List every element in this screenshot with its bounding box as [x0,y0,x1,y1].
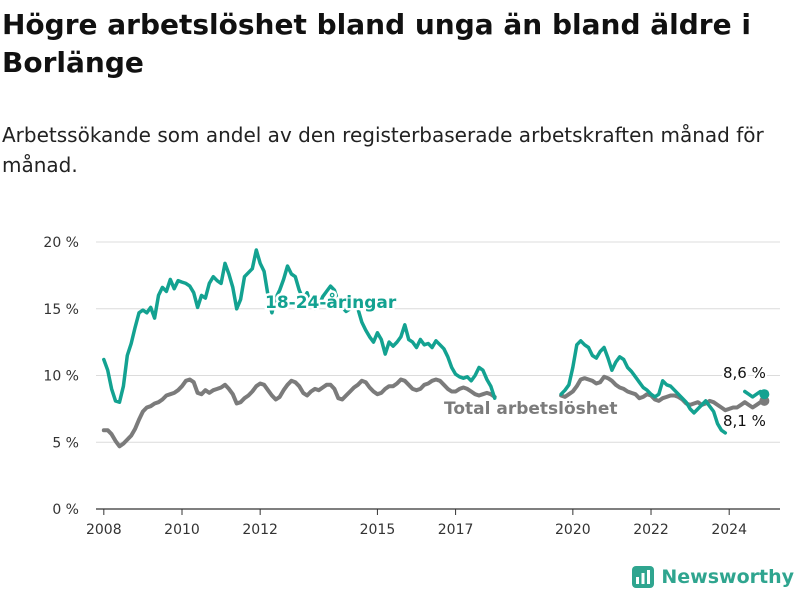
y-tick-label: 20 % [43,235,79,251]
y-tick-label: 15 % [43,302,79,318]
end-value-label: 8,1 % [723,412,766,430]
x-tick-label: 2017 [438,522,474,538]
series-line [559,374,767,413]
brand-name: Newsworthy [661,566,794,588]
x-tick-label: 2024 [711,522,747,538]
x-tick-label: 2010 [164,522,200,538]
series-line [101,377,497,449]
chart-subtitle: Arbetssökande som andel av den registerb… [2,123,764,177]
x-tick-label: 2020 [555,522,591,538]
y-tick-label: 5 % [52,435,79,451]
chart-title: Högre arbetslöshet bland unga än bland ä… [2,8,751,79]
series-label-halo: Total arbetslöshet [444,399,618,419]
series-label: Total arbetslöshet [444,399,618,419]
end-value-label-halo: 8,1 % [723,412,766,430]
x-tick-label: 2022 [633,522,669,538]
series-end-point [759,389,770,400]
newsworthy-logo: Newsworthy [631,564,794,590]
x-tick-label: 2008 [86,522,122,538]
y-tick-label: 0 % [52,502,79,518]
series-label: 18-24-åringar [265,291,397,313]
series-line [559,339,728,435]
x-tick-label: 2015 [360,522,396,538]
end-value-label: 8,6 % [723,364,766,382]
bar-chart-icon [632,566,655,588]
y-tick-label: 10 % [43,369,79,385]
x-tick-label: 2012 [242,522,278,538]
series-line [102,248,497,404]
series-label-halo: 18-24-åringar [265,291,397,313]
end-value-label-halo: 8,6 % [723,364,766,382]
